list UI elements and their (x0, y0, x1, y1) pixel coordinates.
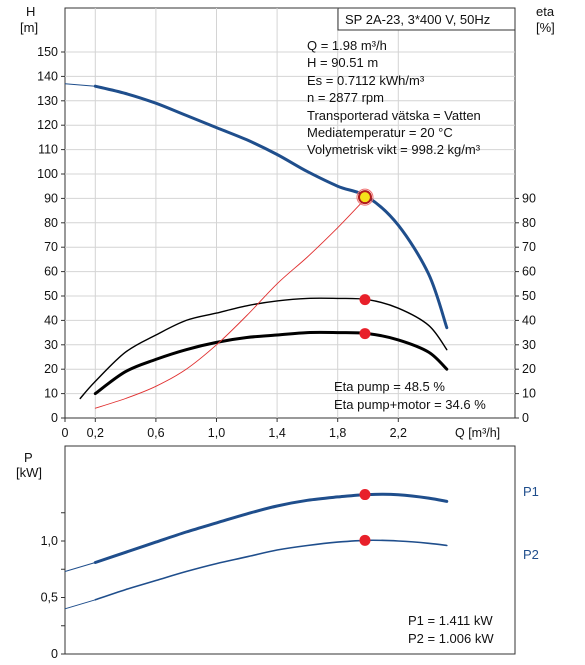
eta-tick-label: 50 (522, 289, 536, 303)
h-tick-label: 40 (44, 313, 58, 327)
upper-plot-frame (64, 7, 516, 419)
info-line: Es = 0.7112 kWh/m³ (307, 72, 425, 88)
p2-duty-marker (359, 534, 371, 546)
h-tick-label: 120 (37, 118, 58, 132)
p1-duty-marker (359, 489, 371, 501)
eta-axis-label: eta (536, 4, 555, 19)
h-tick-label: 100 (37, 167, 58, 181)
eta-pump-duty-marker (359, 294, 371, 306)
duty-info-box: Q = 1.98 m³/h H = 90.51 m Es = 0.7112 kW… (307, 37, 481, 159)
p2-text: P2 = 1.006 kW (408, 631, 494, 646)
p2-series-label: P2 (523, 547, 539, 562)
eta-axis-unit: [%] (536, 20, 555, 35)
eta-tick-label: 0 (522, 411, 529, 425)
q-tick-label: 1,4 (268, 426, 285, 440)
eta-pump-text: Eta pump = 48.5 % (334, 379, 445, 394)
q-tick-label: 0 (62, 426, 69, 440)
info-line: n = 2877 rpm (307, 90, 384, 106)
chart-title: SP 2A-23, 3*400 V, 50Hz (345, 12, 490, 27)
h-tick-label: 50 (44, 289, 58, 303)
h-tick-label: 90 (44, 191, 58, 205)
eta-pump-motor-text: Eta pump+motor = 34.6 % (334, 397, 486, 412)
eta-tick-label: 90 (522, 191, 536, 205)
p1-text: P1 = 1.411 kW (408, 613, 493, 628)
h-tick-label: 110 (38, 143, 58, 157)
p1-series-label: P1 (523, 484, 539, 499)
info-line: Transporterad vätska = Vatten (307, 107, 481, 123)
p2-curve-extension (64, 599, 96, 610)
info-line: Q = 1.98 m³/h (307, 38, 387, 53)
efficiency-info-box: Eta pump = 48.5 % Eta pump+motor = 34.6 … (334, 378, 486, 414)
title-box (337, 7, 516, 31)
eta-pump-curve (79, 297, 448, 400)
h-tick-label: 140 (37, 69, 58, 83)
h-tick-label: 70 (44, 240, 58, 254)
h-axis-label: H (26, 4, 35, 19)
eta-tick-label: 20 (522, 362, 536, 376)
info-line: Volymetrisk vikt = 998.2 kg/m³ (307, 142, 481, 158)
h-tick-label: 150 (37, 45, 58, 59)
upper-series (64, 83, 449, 409)
h-duty-marker (357, 190, 372, 205)
lower-plot-frame (64, 445, 516, 655)
eta-pump-motor-duty-marker (359, 328, 371, 340)
q-tick-label: 2,2 (390, 426, 407, 440)
eta-tick-label: 70 (522, 240, 536, 254)
eta-tick-label: 10 (522, 387, 536, 401)
h-curve (93, 84, 449, 330)
p1-curve-extension (64, 562, 96, 572)
eta-tick-label: 40 (522, 313, 536, 327)
eta-tick-label: 30 (522, 338, 536, 352)
info-line: H = 90.51 m (307, 55, 379, 71)
h-tick-label: 10 (44, 387, 58, 401)
p-axis-label: P (24, 450, 33, 465)
h-tick-label: 130 (37, 94, 58, 108)
q-tick-label: 1,0 (208, 426, 225, 440)
q-axis-label: Q [m³/h] (455, 426, 500, 440)
q-tick-label: 1,8 (329, 426, 346, 440)
eta-pump-motor-curve (93, 330, 449, 396)
lower-series (64, 489, 449, 610)
h-tick-label: 80 (44, 216, 58, 230)
lower-ticks: 0 0,5 1,0 (41, 512, 65, 661)
h-curve-extension (64, 83, 96, 87)
q-tick-label: 0,2 (87, 426, 104, 440)
eta-tick-label: 80 (522, 216, 536, 230)
power-info-box: P1 = 1.411 kW P2 = 1.006 kW (408, 612, 494, 648)
upper-ticks: 0102030405060708090100110120130140150010… (37, 45, 536, 440)
h-tick-label: 0 (51, 411, 58, 425)
h-tick-label: 20 (44, 362, 58, 376)
p-tick-label: 0,5 (41, 591, 58, 605)
h-tick-label: 30 (44, 338, 58, 352)
info-line: Mediatemperatur = 20 °C (307, 125, 453, 141)
p-tick-label: 0 (51, 647, 58, 661)
p2-curve (94, 539, 448, 601)
p1-curve (93, 492, 449, 564)
system-curve (94, 195, 369, 409)
p-tick-label: 1,0 (41, 534, 58, 548)
eta-tick-label: 60 (522, 265, 536, 279)
q-tick-label: 0,6 (147, 426, 164, 440)
p-axis-unit: [kW] (16, 465, 42, 480)
h-duty-halo (356, 188, 374, 206)
h-axis-unit: [m] (20, 20, 38, 35)
h-tick-label: 60 (44, 265, 58, 279)
